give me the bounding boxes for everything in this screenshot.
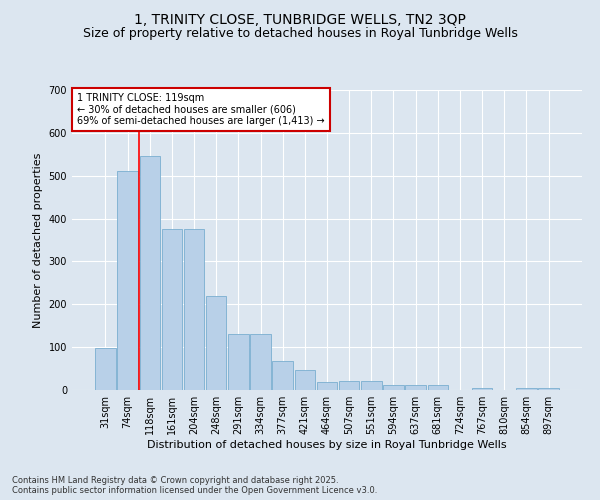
Bar xyxy=(472,388,493,390)
Bar xyxy=(250,334,271,390)
Bar xyxy=(361,380,382,390)
Bar xyxy=(228,334,248,390)
Text: Contains HM Land Registry data © Crown copyright and database right 2025.
Contai: Contains HM Land Registry data © Crown c… xyxy=(12,476,377,495)
Bar xyxy=(428,386,448,390)
Bar xyxy=(339,380,359,390)
Bar xyxy=(140,156,160,390)
Bar xyxy=(295,370,315,390)
Text: Size of property relative to detached houses in Royal Tunbridge Wells: Size of property relative to detached ho… xyxy=(83,28,517,40)
Bar xyxy=(383,386,404,390)
X-axis label: Distribution of detached houses by size in Royal Tunbridge Wells: Distribution of detached houses by size … xyxy=(147,440,507,450)
Bar xyxy=(317,382,337,390)
Bar xyxy=(406,386,426,390)
Bar xyxy=(272,361,293,390)
Bar xyxy=(538,388,559,390)
Bar xyxy=(95,348,116,390)
Bar xyxy=(184,230,204,390)
Bar xyxy=(161,230,182,390)
Text: 1 TRINITY CLOSE: 119sqm
← 30% of detached houses are smaller (606)
69% of semi-d: 1 TRINITY CLOSE: 119sqm ← 30% of detache… xyxy=(77,93,325,126)
Bar xyxy=(118,170,138,390)
Text: 1, TRINITY CLOSE, TUNBRIDGE WELLS, TN2 3QP: 1, TRINITY CLOSE, TUNBRIDGE WELLS, TN2 3… xyxy=(134,12,466,26)
Y-axis label: Number of detached properties: Number of detached properties xyxy=(33,152,43,328)
Bar xyxy=(516,388,536,390)
Bar xyxy=(206,296,226,390)
